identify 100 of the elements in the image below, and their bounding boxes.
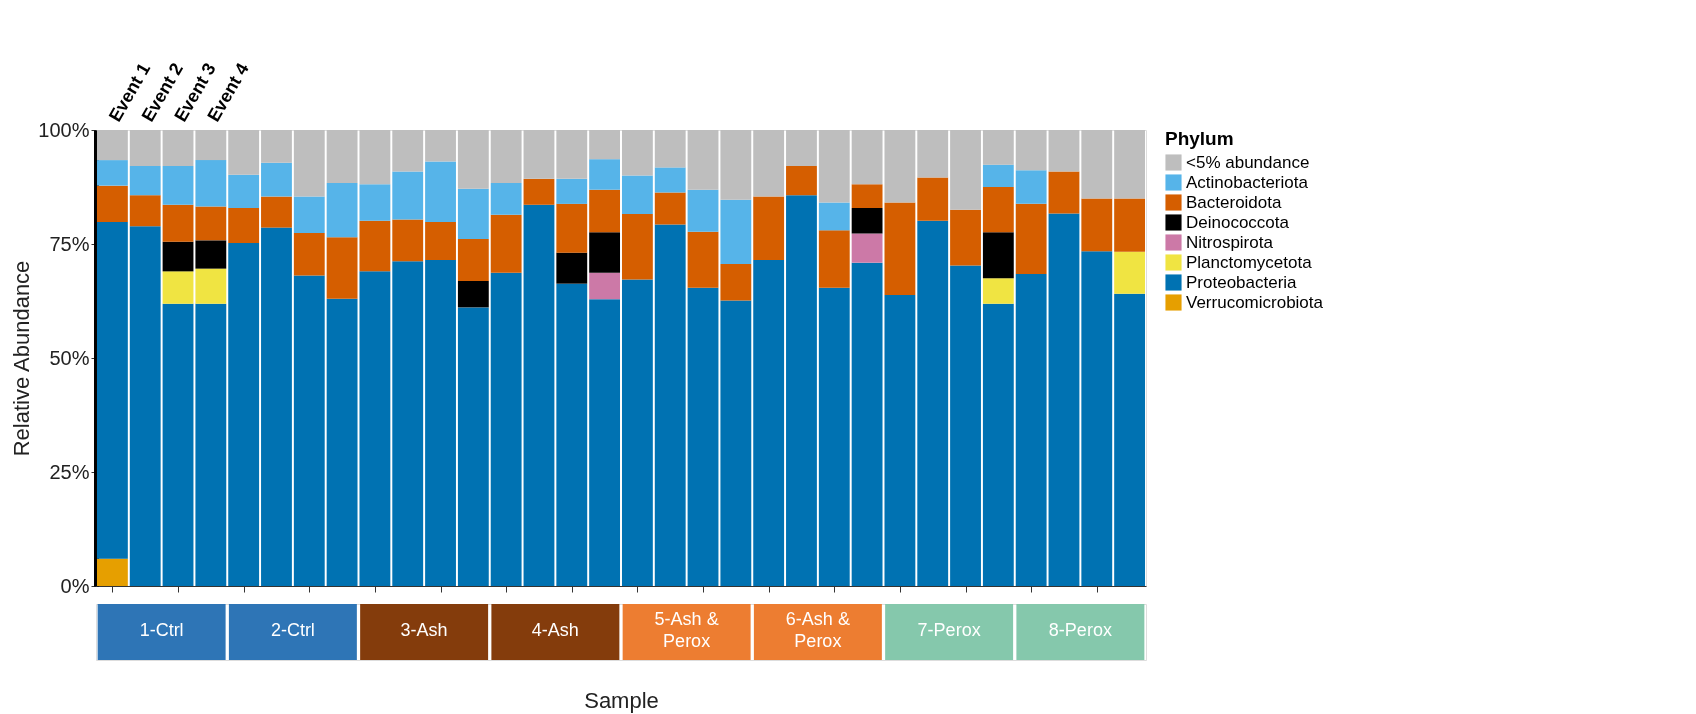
- legend-label: <5% abundance: [1186, 152, 1310, 172]
- legend-label: Proteobacteria: [1186, 272, 1298, 292]
- bar: [425, 130, 456, 162]
- bar: [523, 204, 555, 586]
- bar: [917, 177, 949, 221]
- bar: [162, 204, 194, 242]
- bar: [720, 199, 752, 265]
- bar: [96, 130, 128, 161]
- text: 3-Ash: [400, 620, 448, 640]
- bar: [1114, 251, 1146, 294]
- bar: [950, 209, 981, 266]
- y-tick-label: 50%: [49, 346, 90, 369]
- bar: [261, 130, 292, 163]
- text: 5-Ash & Perox: [654, 609, 719, 651]
- bar: [425, 222, 456, 260]
- bar: [982, 164, 1014, 187]
- y-tick-label: 25%: [49, 460, 90, 483]
- bar: [851, 207, 883, 234]
- bar: [96, 160, 128, 186]
- bar: [818, 130, 850, 203]
- text: 1-Ctrl: [139, 620, 184, 640]
- bar: [228, 174, 260, 208]
- bar: [293, 275, 325, 586]
- bar: [982, 232, 1014, 279]
- text: 8-Perox: [1048, 620, 1112, 640]
- bar: [129, 166, 161, 196]
- bar: [457, 238, 489, 281]
- bar: [195, 160, 227, 207]
- bar: [1081, 130, 1113, 199]
- bar: [162, 303, 194, 586]
- legend-label: Actinobacteriota: [1186, 172, 1309, 192]
- bar: [457, 280, 489, 308]
- bar: [457, 307, 489, 586]
- bar: [753, 130, 785, 197]
- bar: [392, 130, 424, 172]
- bar: [556, 203, 588, 253]
- bar: [195, 130, 227, 161]
- bar: [457, 188, 489, 239]
- bar: [556, 178, 588, 204]
- bar: [1048, 130, 1080, 172]
- bar: [228, 207, 260, 244]
- text: 4-Ash: [531, 620, 579, 640]
- y-tick-label: 100%: [38, 118, 90, 141]
- bar: [129, 195, 161, 227]
- bar: [654, 192, 686, 225]
- bar: [261, 227, 292, 586]
- x-axis-title: Sample: [584, 687, 659, 713]
- legend-label: Planctomycetota: [1186, 252, 1313, 272]
- bar: [950, 130, 981, 210]
- bar: [228, 243, 260, 586]
- bar: [556, 130, 588, 179]
- bar: [195, 268, 227, 304]
- bar: [1114, 130, 1146, 199]
- bar: [425, 259, 456, 586]
- bar: [228, 130, 260, 175]
- bar: [917, 220, 949, 586]
- bar: [589, 232, 621, 273]
- bar: [917, 130, 949, 178]
- legend-label: Verrucomicrobiota: [1186, 292, 1324, 312]
- text: 7-Perox: [917, 620, 981, 640]
- bar: [818, 287, 850, 586]
- bar: [523, 178, 555, 205]
- bar: [293, 130, 325, 197]
- bar: [1114, 293, 1146, 586]
- bar: [589, 130, 621, 160]
- bar: [261, 196, 292, 228]
- legend-label: Bacteroidota: [1186, 192, 1282, 212]
- bar: [621, 279, 653, 586]
- bar: [425, 161, 456, 223]
- bar: [786, 130, 817, 167]
- bar: [982, 278, 1014, 304]
- bar: [392, 261, 424, 586]
- bar: [786, 166, 817, 196]
- bar: [1015, 274, 1047, 586]
- bar: [720, 264, 752, 301]
- bar: [654, 167, 686, 193]
- bar: [261, 162, 292, 197]
- bar: [982, 303, 1014, 586]
- y-axis-title: Relative Abundance: [9, 260, 35, 457]
- bar: [490, 182, 522, 215]
- y-tick-label: 75%: [49, 232, 90, 255]
- bar: [818, 230, 850, 288]
- y-tick-label: 0%: [60, 574, 90, 597]
- bar: [129, 226, 161, 586]
- bar: [589, 299, 621, 586]
- bar: [490, 130, 522, 183]
- bar: [195, 206, 227, 241]
- bar: [392, 171, 424, 220]
- bar: [162, 241, 194, 272]
- bar: [556, 283, 588, 586]
- bar: [392, 219, 424, 262]
- bar: [621, 213, 653, 280]
- bar: [687, 189, 719, 232]
- bar: [589, 189, 621, 233]
- bar: [293, 233, 325, 276]
- bar: [687, 130, 719, 190]
- bar: [654, 224, 686, 586]
- legend-title: Phylum: [1165, 128, 1234, 149]
- legend-label: Deinococcota: [1186, 212, 1290, 232]
- bar: [589, 272, 621, 300]
